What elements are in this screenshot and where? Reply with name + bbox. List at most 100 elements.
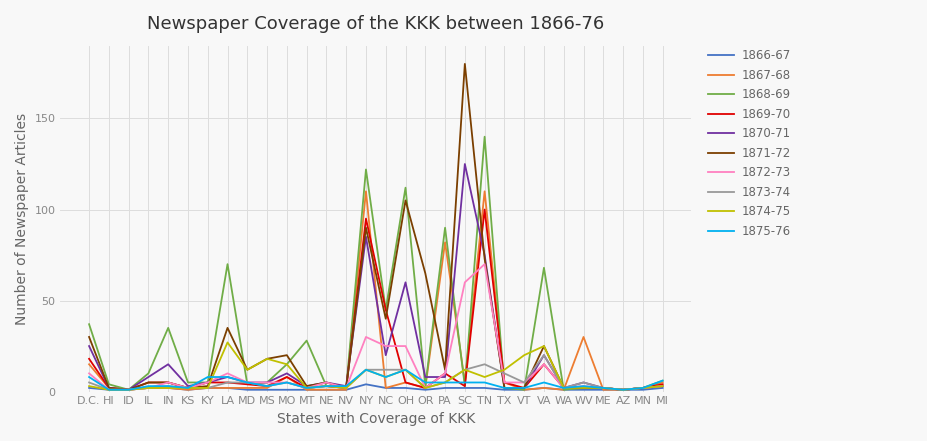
1872-73: [439, 371, 451, 376]
1867-68: [83, 362, 95, 367]
1868-69: [321, 384, 332, 389]
1870-71: [261, 380, 273, 385]
1866-67: [281, 387, 292, 392]
1874-75: [479, 374, 490, 380]
1875-76: [242, 380, 253, 385]
1867-68: [143, 385, 154, 391]
Line: 1871-72: 1871-72: [89, 64, 663, 390]
1866-67: [578, 387, 589, 392]
1868-69: [340, 385, 351, 391]
1867-68: [380, 385, 391, 391]
1867-68: [222, 385, 233, 391]
1870-71: [103, 385, 114, 391]
1872-73: [83, 371, 95, 376]
1870-71: [281, 371, 292, 376]
1866-67: [321, 387, 332, 392]
1873-74: [183, 385, 194, 391]
1874-75: [261, 356, 273, 362]
Line: 1874-75: 1874-75: [89, 342, 663, 390]
1871-72: [162, 380, 173, 385]
1873-74: [83, 380, 95, 385]
1871-72: [499, 385, 510, 391]
1868-69: [617, 387, 629, 392]
1866-67: [242, 387, 253, 392]
1868-69: [400, 185, 411, 191]
1872-73: [598, 385, 609, 391]
1873-74: [617, 387, 629, 392]
1871-72: [123, 387, 134, 392]
1871-72: [83, 334, 95, 340]
1869-70: [261, 384, 273, 389]
1875-76: [202, 374, 213, 380]
1872-73: [558, 385, 569, 391]
1866-67: [439, 385, 451, 391]
1867-68: [162, 385, 173, 391]
1875-76: [637, 385, 648, 391]
1869-70: [420, 385, 431, 391]
1875-76: [83, 374, 95, 380]
1868-69: [657, 378, 668, 383]
1873-74: [518, 380, 529, 385]
1869-70: [143, 380, 154, 385]
1873-74: [301, 385, 312, 391]
1869-70: [400, 380, 411, 385]
1873-74: [242, 380, 253, 385]
1869-70: [598, 385, 609, 391]
1870-71: [361, 234, 372, 239]
1873-74: [479, 362, 490, 367]
1872-73: [183, 385, 194, 391]
1868-69: [222, 262, 233, 267]
1875-76: [103, 387, 114, 392]
1870-71: [183, 384, 194, 389]
1870-71: [439, 374, 451, 380]
1869-70: [361, 216, 372, 221]
1872-73: [222, 371, 233, 376]
1875-76: [558, 385, 569, 391]
1872-73: [361, 334, 372, 340]
1870-71: [301, 384, 312, 389]
1870-71: [558, 385, 569, 391]
1873-74: [420, 385, 431, 391]
1871-72: [361, 225, 372, 230]
1869-70: [321, 384, 332, 389]
1867-68: [578, 334, 589, 340]
1872-73: [202, 380, 213, 385]
1866-67: [123, 387, 134, 392]
1869-70: [123, 387, 134, 392]
1868-69: [499, 385, 510, 391]
1866-67: [340, 387, 351, 392]
1871-72: [281, 352, 292, 358]
1869-70: [558, 385, 569, 391]
1874-75: [103, 387, 114, 392]
1867-68: [637, 385, 648, 391]
1869-70: [637, 385, 648, 391]
1872-73: [539, 362, 550, 367]
1872-73: [459, 280, 470, 285]
1871-72: [380, 316, 391, 321]
1874-75: [558, 385, 569, 391]
1872-73: [400, 344, 411, 349]
1873-74: [222, 380, 233, 385]
1872-73: [162, 380, 173, 385]
1875-76: [143, 384, 154, 389]
1869-70: [499, 380, 510, 385]
1870-71: [162, 362, 173, 367]
1867-68: [617, 387, 629, 392]
1873-74: [202, 385, 213, 391]
1867-68: [420, 385, 431, 391]
1869-70: [518, 385, 529, 391]
1866-67: [400, 385, 411, 391]
1870-71: [617, 387, 629, 392]
1874-75: [539, 344, 550, 349]
1873-74: [558, 385, 569, 391]
1871-72: [637, 385, 648, 391]
1874-75: [578, 385, 589, 391]
1872-73: [340, 385, 351, 391]
1868-69: [202, 380, 213, 385]
1867-68: [361, 189, 372, 194]
1869-70: [479, 207, 490, 212]
1868-69: [420, 384, 431, 389]
1867-68: [340, 387, 351, 392]
Line: 1875-76: 1875-76: [89, 370, 663, 390]
1867-68: [439, 239, 451, 245]
